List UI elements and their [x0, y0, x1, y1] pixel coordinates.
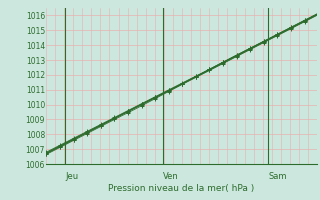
Text: Jeu: Jeu [65, 172, 78, 181]
Text: Sam: Sam [268, 172, 287, 181]
Text: Ven: Ven [163, 172, 179, 181]
Text: Pression niveau de la mer( hPa ): Pression niveau de la mer( hPa ) [108, 184, 255, 193]
